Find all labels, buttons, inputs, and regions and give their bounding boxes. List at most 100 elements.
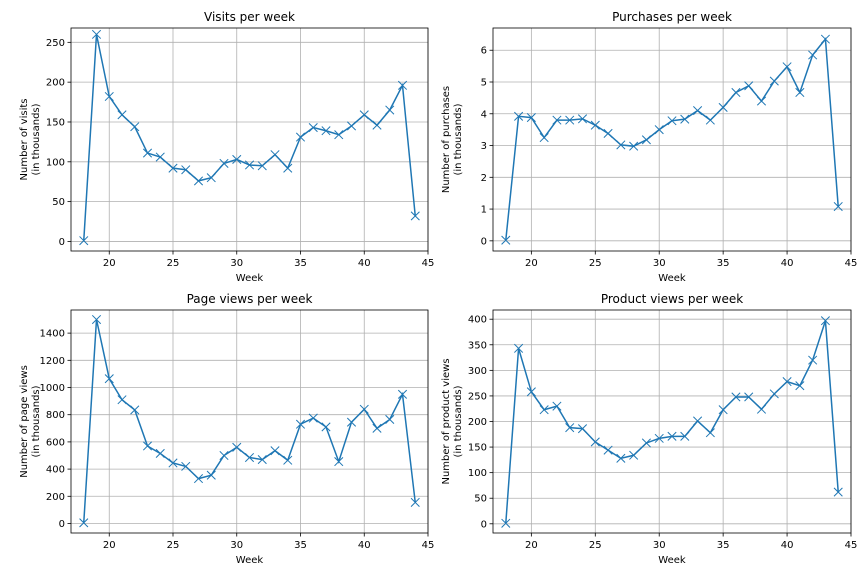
x-tick-label: 35 [717,258,730,269]
y-tick-label: 400 [46,465,65,476]
x-tick-label: 45 [422,540,435,551]
series-line [505,320,839,524]
data-point-marker [232,154,242,164]
x-axis-label: Week [236,555,264,566]
y-tick-label: 800 [46,410,65,421]
data-point-marker [629,450,639,460]
data-point-marker [142,148,153,158]
x-tick-label: 30 [653,258,666,269]
data-point-marker [539,133,549,143]
data-point-marker [603,128,613,139]
data-point-marker [270,446,280,456]
x-axis-label: Week [236,273,264,284]
data-point-marker [410,497,420,507]
data-point-marker [359,110,369,120]
data-point-marker [693,416,703,426]
y-tick-label: 250 [468,391,487,402]
x-tick-label: 40 [781,540,794,551]
y-tick-label: 1200 [40,356,65,367]
x-tick-label: 45 [422,258,435,269]
data-point-marker [641,135,651,145]
data-point-marker [731,87,741,98]
y-tick-label: 50 [52,197,65,208]
data-point-marker [782,377,792,387]
x-tick-label: 20 [525,540,538,551]
data-point-marker [820,34,830,44]
plot-frame [492,309,852,534]
data-point-marker [526,387,536,397]
data-point-marker [359,404,369,414]
data-point-marker [629,141,639,151]
y-tick-label: 600 [46,437,65,448]
data-point-marker [295,132,306,142]
data-point-marker [577,114,588,124]
y-tick-label: 200 [468,417,487,428]
data-point-marker [385,414,395,425]
data-point-marker [257,455,267,465]
y-tick-label: 250 [46,38,65,49]
data-point-marker [206,173,216,183]
data-point-marker [283,455,293,465]
data-point-marker [501,518,511,528]
data-point-marker [372,423,382,433]
x-tick-label: 45 [845,258,858,269]
y-tick-label: 0 [481,236,487,247]
data-point-marker [820,316,830,326]
y-axis-label-line: Number of product views [441,358,452,484]
x-tick-label: 25 [167,540,180,551]
y-tick-label: 300 [468,366,487,377]
y-axis-label-line: Number of page views [19,365,30,478]
y-tick-label: 50 [474,494,487,505]
x-tick-label: 45 [845,540,858,551]
data-point-marker [181,461,191,471]
y-tick-label: 4 [481,109,487,120]
data-point-marker [744,81,754,91]
data-point-marker [565,115,575,125]
y-tick-label: 150 [46,117,65,128]
data-point-marker [526,113,536,123]
data-point-marker [705,428,715,438]
y-axis-label-line: (in thousands) [31,103,42,175]
data-point-marker [257,161,267,171]
y-axis-label: Number of product views(in thousands) [441,358,464,484]
x-tick-label: 35 [294,258,307,269]
chart-product-views-per-week: 20 25 30 35 40 45 0 50 100 150 200 250 300 350 400 Prod… [441,292,857,566]
data-point-marker [346,417,357,427]
x-tick-label: 30 [230,258,243,269]
y-axis-label-line: (in thousands) [31,385,42,457]
y-tick-label: 100 [468,468,487,479]
data-point-marker [680,431,690,441]
x-tick-label: 40 [358,540,371,551]
data-point-marker [769,76,779,86]
data-point-marker [244,160,255,170]
data-point-marker [641,438,651,448]
data-point-marker [744,392,754,402]
x-tick-label: 20 [525,258,538,269]
data-point-marker [718,405,728,415]
chart-visits-per-week: 20 25 30 35 40 45 0 50 100 150 200 250 Visits per we… [19,10,434,284]
data-point-marker [91,29,102,39]
data-point-marker [577,424,588,434]
data-point-marker [756,404,767,414]
y-tick-label: 3 [481,141,487,152]
data-point-marker [104,374,114,384]
data-point-marker [142,441,153,451]
data-point-marker [244,452,255,463]
data-point-marker [693,106,703,116]
y-tick-label: 200 [46,78,65,89]
data-point-marker [539,405,549,415]
data-point-marker [731,392,741,402]
data-point-marker [104,91,114,102]
y-tick-label: 100 [46,157,65,168]
data-point-marker [514,343,524,353]
x-tick-label: 40 [358,258,371,269]
chart-title: Visits per week [204,10,295,24]
y-tick-label: 0 [481,519,487,530]
chart-page-views-per-week: 20 25 30 35 40 45 0 200 400 600 800 1000 1200 1400 Pag… [19,292,434,566]
x-tick-label: 20 [103,540,116,551]
data-point-marker [590,120,600,130]
data-point-marker [769,389,779,399]
data-point-marker [232,442,242,452]
data-point-marker [334,130,344,140]
